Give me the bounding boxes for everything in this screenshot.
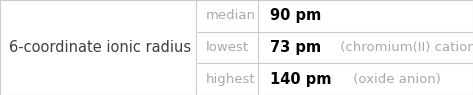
Text: lowest: lowest	[206, 41, 249, 54]
Text: (oxide anion): (oxide anion)	[349, 73, 441, 86]
Text: 140 pm: 140 pm	[270, 72, 331, 87]
Text: (chromium(II) cation): (chromium(II) cation)	[335, 41, 473, 54]
Text: median: median	[206, 9, 256, 22]
Text: 73 pm: 73 pm	[270, 40, 321, 55]
Text: highest: highest	[206, 73, 255, 86]
Text: 6-coordinate ionic radius: 6-coordinate ionic radius	[9, 40, 192, 55]
Text: 90 pm: 90 pm	[270, 8, 321, 23]
